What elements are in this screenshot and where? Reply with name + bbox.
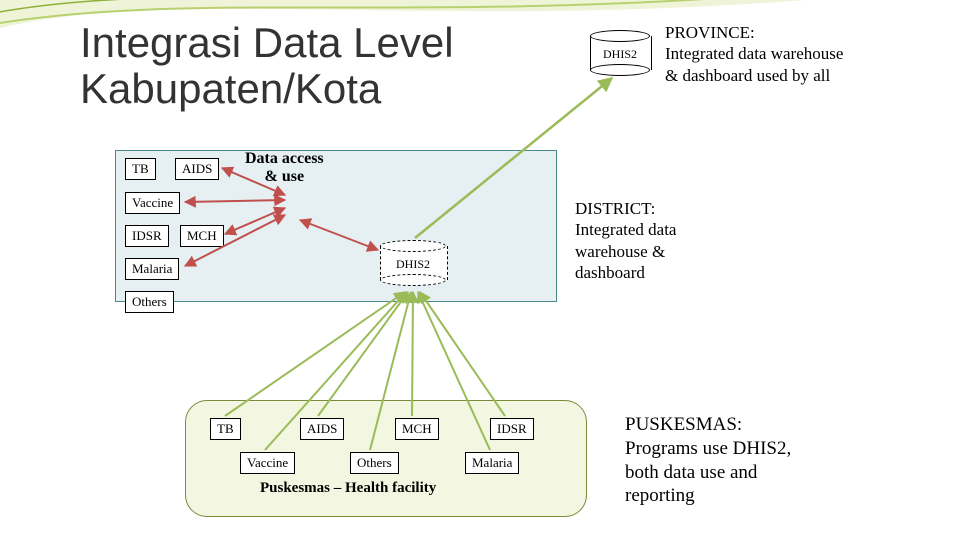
pk-malaria: Malaria <box>465 452 519 474</box>
pk-idsr: IDSR <box>490 418 534 440</box>
data-access-label: Data access & use <box>245 150 324 185</box>
program-tb: TB <box>125 158 156 180</box>
program-mch: MCH <box>180 225 224 247</box>
puskesmas-footer: Puskesmas – Health facility <box>260 480 436 497</box>
pk-mch: MCH <box>395 418 439 440</box>
district-text: DISTRICT: Integrated data warehouse & da… <box>575 198 676 283</box>
pk-aids: AIDS <box>300 418 344 440</box>
province-cylinder: DHIS2 <box>590 30 650 76</box>
program-malaria: Malaria <box>125 258 179 280</box>
pk-tb: TB <box>210 418 241 440</box>
puskesmas-text: PUSKESMAS: Programs use DHIS2, both data… <box>625 413 791 508</box>
program-others: Others <box>125 291 174 313</box>
program-vaccine: Vaccine <box>125 192 180 214</box>
pk-vaccine: Vaccine <box>240 452 295 474</box>
province-text: PROVINCE: Integrated data warehouse & da… <box>665 22 843 86</box>
program-aids: AIDS <box>175 158 219 180</box>
program-idsr: IDSR <box>125 225 169 247</box>
district-cylinder: DHIS2 <box>380 240 446 286</box>
pk-others: Others <box>350 452 399 474</box>
page-title: Integrasi Data Level Kabupaten/Kota <box>80 20 454 112</box>
district-cyl-label: DHIS2 <box>396 257 430 272</box>
province-cyl-label: DHIS2 <box>603 47 637 62</box>
